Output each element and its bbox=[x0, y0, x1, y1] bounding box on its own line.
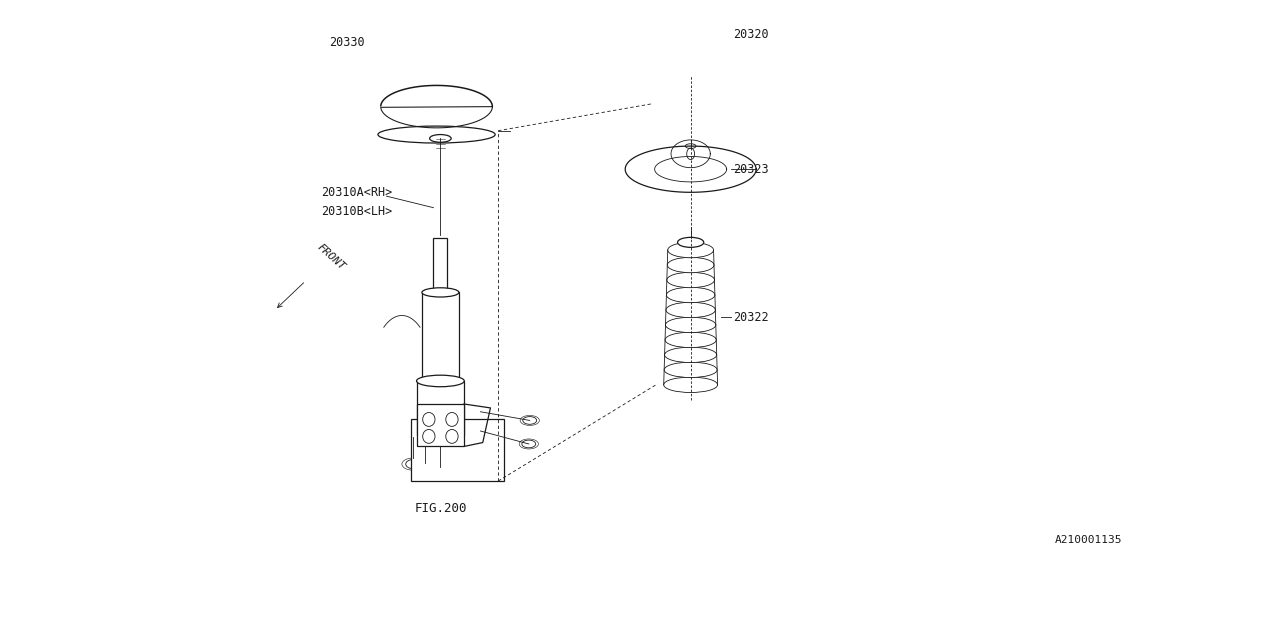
Text: FIG.200: FIG.200 bbox=[415, 502, 467, 515]
Ellipse shape bbox=[667, 272, 714, 288]
Text: 20310A<RH>: 20310A<RH> bbox=[321, 186, 392, 199]
Text: 20322: 20322 bbox=[733, 311, 768, 324]
Bar bbox=[422, 292, 458, 381]
Bar bbox=[434, 239, 447, 292]
Text: FRONT: FRONT bbox=[315, 241, 347, 271]
Ellipse shape bbox=[522, 440, 536, 448]
Ellipse shape bbox=[422, 288, 458, 297]
Ellipse shape bbox=[666, 332, 717, 348]
Ellipse shape bbox=[621, 44, 636, 55]
Bar bbox=[411, 419, 503, 481]
Ellipse shape bbox=[760, 35, 776, 46]
Text: 20320: 20320 bbox=[733, 28, 768, 41]
Ellipse shape bbox=[677, 237, 704, 247]
Text: 20323: 20323 bbox=[733, 163, 768, 176]
Ellipse shape bbox=[406, 460, 421, 468]
Ellipse shape bbox=[664, 377, 718, 392]
Ellipse shape bbox=[417, 465, 433, 474]
Ellipse shape bbox=[422, 376, 458, 385]
Text: 20310B<LH>: 20310B<LH> bbox=[321, 205, 392, 218]
Bar bbox=[416, 404, 465, 447]
Ellipse shape bbox=[433, 468, 448, 478]
Ellipse shape bbox=[664, 362, 717, 378]
Ellipse shape bbox=[666, 302, 716, 317]
Ellipse shape bbox=[668, 243, 713, 258]
Ellipse shape bbox=[667, 257, 714, 273]
Text: A210001135: A210001135 bbox=[1055, 535, 1121, 545]
Ellipse shape bbox=[666, 317, 716, 333]
Bar bbox=[416, 381, 465, 435]
Ellipse shape bbox=[664, 347, 717, 362]
Ellipse shape bbox=[416, 375, 465, 387]
Ellipse shape bbox=[667, 287, 716, 303]
Text: 20330: 20330 bbox=[329, 36, 365, 49]
Ellipse shape bbox=[522, 417, 536, 424]
